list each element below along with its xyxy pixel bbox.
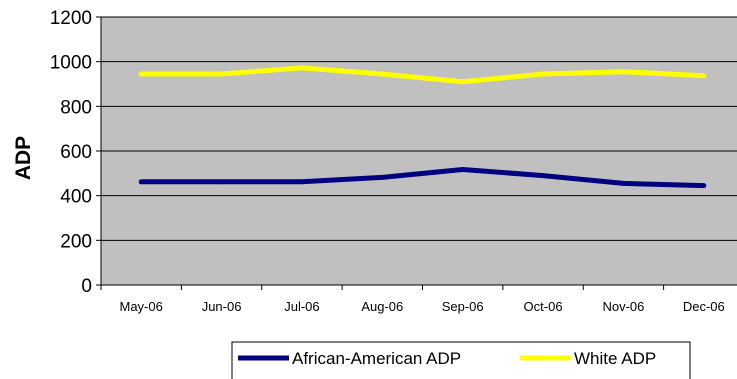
x-tick-label: Jul-06 bbox=[284, 299, 319, 314]
legend: African-American ADP White ADP bbox=[231, 341, 691, 379]
x-tick-label: Sep-06 bbox=[442, 299, 484, 314]
data-point bbox=[460, 79, 466, 85]
y-tick-label: 0 bbox=[81, 276, 92, 297]
legend-label-african-american: African-American ADP bbox=[292, 349, 461, 368]
data-point bbox=[138, 71, 144, 77]
series-line-1 bbox=[141, 65, 704, 85]
data-point bbox=[460, 167, 466, 173]
data-point bbox=[379, 174, 385, 180]
y-tick-label: 400 bbox=[60, 187, 92, 208]
y-axis-label: ADP bbox=[12, 136, 35, 180]
x-tick-label: Nov-06 bbox=[602, 299, 644, 314]
data-point bbox=[299, 179, 305, 185]
data-point bbox=[620, 69, 626, 75]
series-line-0 bbox=[141, 167, 704, 189]
y-axis-ticks: 0 200 400 600 800 1000 1200 bbox=[50, 8, 101, 297]
x-tick-label: Jun-06 bbox=[202, 299, 242, 314]
legend-box bbox=[231, 341, 691, 379]
legend-label-white: White ADP bbox=[574, 349, 656, 368]
data-point bbox=[540, 71, 546, 77]
y-tick-label: 800 bbox=[60, 97, 92, 118]
y-tick-label: 600 bbox=[60, 142, 92, 163]
data-point bbox=[701, 73, 707, 79]
x-tick-label: Dec-06 bbox=[683, 299, 725, 314]
y-tick-label: 1000 bbox=[50, 53, 92, 74]
x-axis-ticks: May-06 Jun-06 Jul-06 Aug-06 Sep-06 Oct-06 Nov-… bbox=[100, 285, 725, 314]
data-point bbox=[379, 71, 385, 77]
y-tick-label: 200 bbox=[60, 231, 92, 252]
data-point bbox=[219, 179, 225, 185]
data-point bbox=[138, 179, 144, 185]
data-point bbox=[620, 180, 626, 186]
series-lines bbox=[138, 65, 707, 189]
data-point bbox=[219, 71, 225, 77]
data-point bbox=[540, 173, 546, 179]
gridlines bbox=[101, 16, 737, 241]
y-tick-label: 1200 bbox=[50, 8, 92, 29]
x-tick-label: Oct-06 bbox=[524, 299, 563, 314]
data-point bbox=[299, 65, 305, 71]
data-point bbox=[701, 183, 707, 189]
x-tick-label: May-06 bbox=[120, 299, 163, 314]
x-tick-label: Aug-06 bbox=[361, 299, 403, 314]
